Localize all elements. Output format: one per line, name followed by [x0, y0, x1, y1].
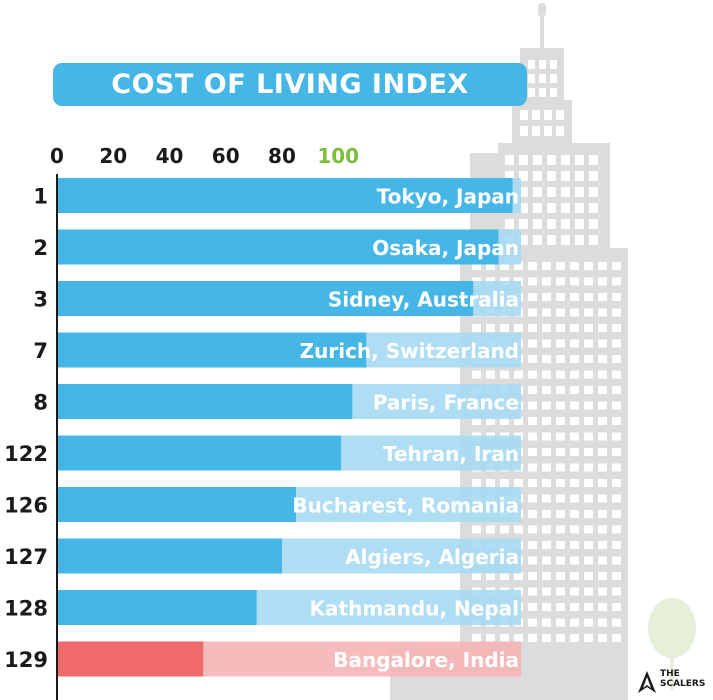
x-tick-label: 100 [317, 144, 359, 168]
bar [57, 384, 353, 419]
city-label: Tehran, Iran [383, 442, 519, 466]
scalers-logo: THE SCALERS [636, 667, 706, 697]
city-label: Sidney, Australia [328, 288, 519, 312]
bar [57, 487, 297, 522]
rank-label: 7 [33, 339, 48, 363]
city-label: Paris, France [373, 391, 519, 415]
logo-mark-icon [638, 671, 656, 693]
city-label: Osaka, Japan [372, 236, 519, 260]
rank-label: 2 [33, 236, 48, 260]
chart-title: COST OF LIVING INDEX [53, 63, 527, 106]
city-label: Tokyo, Japan [377, 185, 519, 209]
rank-label: 126 [4, 494, 48, 518]
bar [57, 178, 513, 213]
city-label: Zurich, Switzerland [300, 339, 519, 363]
bar [57, 641, 204, 677]
x-tick-label: 80 [268, 144, 296, 168]
x-tick-label: 20 [99, 144, 127, 168]
rank-label: 3 [33, 288, 48, 312]
bar [57, 281, 474, 316]
bar [57, 332, 367, 368]
bar [57, 435, 342, 471]
bar [57, 590, 257, 625]
city-label: Bangalore, India [333, 648, 519, 672]
x-tick-label: 60 [212, 144, 240, 168]
logo-wordmark: THE SCALERS [660, 669, 706, 689]
bar [57, 538, 282, 574]
rank-label: 8 [33, 391, 48, 415]
rank-label: 122 [4, 442, 48, 466]
rank-label: 127 [4, 545, 48, 569]
city-label: Bucharest, Romania [292, 494, 519, 518]
rank-label: 129 [4, 648, 48, 672]
city-label: Kathmandu, Nepal [310, 597, 519, 621]
tree-illustration [648, 598, 696, 690]
x-tick-label: 40 [156, 144, 184, 168]
city-label: Algiers, Algeria [345, 545, 519, 569]
x-tick-label: 0 [50, 144, 64, 168]
rank-label: 128 [4, 597, 48, 621]
bar [57, 229, 499, 265]
rank-label: 1 [33, 185, 48, 209]
